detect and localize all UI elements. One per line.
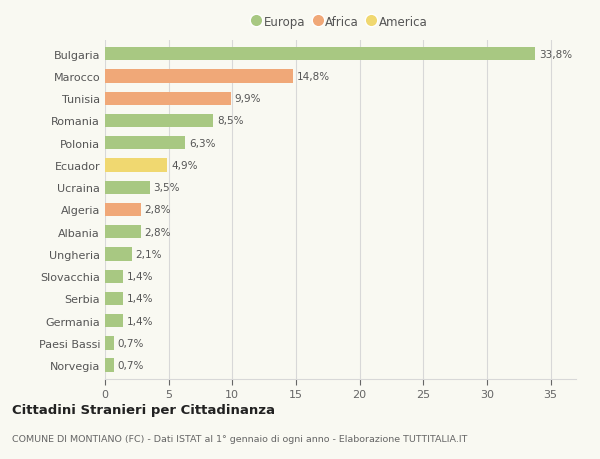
Bar <box>105 48 535 62</box>
Bar <box>105 225 140 239</box>
Text: 1,4%: 1,4% <box>127 316 153 326</box>
Bar <box>105 314 123 328</box>
Text: 0,7%: 0,7% <box>118 360 144 370</box>
Text: 8,5%: 8,5% <box>217 116 244 126</box>
Bar <box>105 70 293 84</box>
Text: 14,8%: 14,8% <box>297 72 331 82</box>
Bar <box>105 248 132 261</box>
Bar <box>105 115 213 128</box>
Text: 2,1%: 2,1% <box>136 249 162 259</box>
Bar <box>105 137 185 150</box>
Bar <box>105 358 114 372</box>
Bar <box>105 92 231 106</box>
Text: 3,5%: 3,5% <box>154 183 180 193</box>
Text: 1,4%: 1,4% <box>127 294 153 304</box>
Bar <box>105 203 140 217</box>
Text: COMUNE DI MONTIANO (FC) - Dati ISTAT al 1° gennaio di ogni anno - Elaborazione T: COMUNE DI MONTIANO (FC) - Dati ISTAT al … <box>12 434 467 442</box>
Text: 33,8%: 33,8% <box>539 50 572 60</box>
Bar <box>105 159 167 172</box>
Text: 2,8%: 2,8% <box>145 227 171 237</box>
Text: 4,9%: 4,9% <box>171 161 197 171</box>
Bar <box>105 336 114 350</box>
Text: 0,7%: 0,7% <box>118 338 144 348</box>
Bar <box>105 181 149 195</box>
Legend: Europa, Africa, America: Europa, Africa, America <box>250 12 431 32</box>
Bar <box>105 270 123 283</box>
Bar <box>105 292 123 305</box>
Text: 6,3%: 6,3% <box>189 139 215 148</box>
Text: 2,8%: 2,8% <box>145 205 171 215</box>
Text: 1,4%: 1,4% <box>127 272 153 281</box>
Text: Cittadini Stranieri per Cittadinanza: Cittadini Stranieri per Cittadinanza <box>12 403 275 416</box>
Text: 9,9%: 9,9% <box>235 94 262 104</box>
